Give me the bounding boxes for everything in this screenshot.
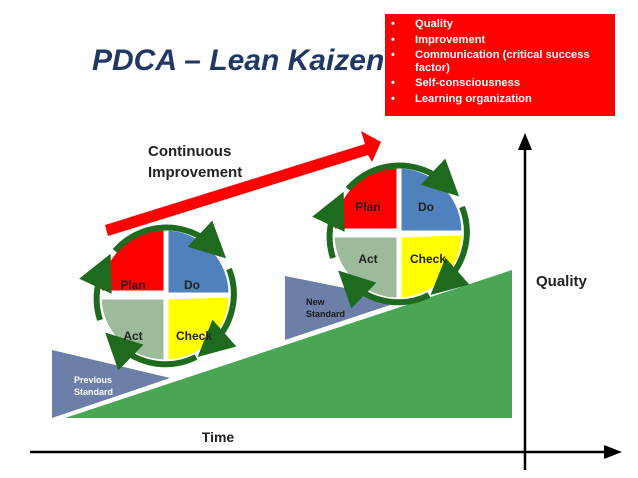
quality-axis-label: Quality [536, 273, 588, 290]
check-label: Check [410, 252, 446, 266]
cycle-ring-left [79, 253, 112, 321]
factor-item: • Learning organization [391, 92, 532, 105]
bullet-icon: • [391, 77, 395, 89]
check-quadrant [397, 232, 465, 301]
factor-item: • Self-consciousness [391, 77, 521, 89]
time-axis-arrowhead [604, 445, 622, 459]
plan-label: Plan [355, 200, 380, 214]
cycle-ring-left [312, 191, 345, 259]
cycle-ring-right [197, 267, 237, 357]
factor-item: • Improvement [391, 33, 486, 46]
act-label: Act [358, 252, 377, 266]
pdca-cycle-new: Plan Do Act Check [312, 158, 470, 309]
do-label: Do [184, 278, 200, 292]
bullet-icon: • [391, 92, 395, 105]
cycle-ring-bottom [338, 270, 431, 309]
cycle-ring-bottom [105, 332, 198, 371]
improvement-slope [65, 270, 512, 418]
continuous-improvement-arrow [105, 131, 381, 236]
factor-item: • Communication (critical success factor) [391, 49, 590, 74]
cycle-ring-top [345, 158, 460, 197]
continuous-improvement-label: Continuous Improvement [148, 143, 242, 181]
plan-label: Plan [120, 278, 145, 292]
success-factors-box: • Quality • Improvement • Communication (cr… [385, 14, 615, 116]
previous-standard-label: Previous Standard [74, 375, 113, 397]
new-standard-label: New Standard [306, 297, 345, 319]
page-title: PDCA – Lean Kaizen [92, 44, 385, 77]
bullet-icon: • [391, 18, 395, 30]
previous-standard-wedge [52, 350, 170, 418]
cycle-ring-right [430, 205, 470, 295]
do-label: Do [418, 200, 434, 214]
factor-item: • Quality [391, 18, 453, 30]
bullet-icon: • [391, 33, 395, 46]
time-axis-label: Time [202, 429, 235, 445]
check-label: Check [176, 329, 212, 343]
cycle-ring-top [112, 220, 227, 259]
quality-axis-arrowhead [518, 133, 532, 150]
pdca-cycle-previous: Plan Do Act Check [79, 220, 237, 371]
bullet-icon: • [391, 49, 395, 61]
act-label: Act [123, 329, 142, 343]
